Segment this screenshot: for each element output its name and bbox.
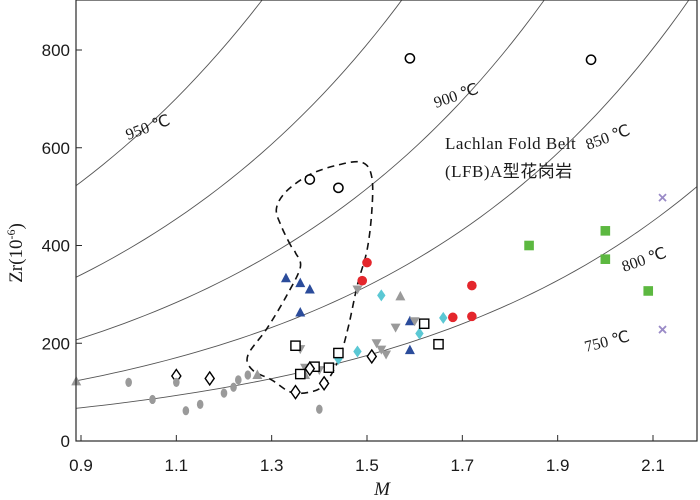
data-point-down-triangle-2 [381,350,392,360]
data-point-filled-ellipse-5 [220,388,228,398]
data-point-open-circle-3 [333,182,344,194]
axes-layer: 0.9 1.1 1.3 1.5 1.7 1.9 2.1 0 200 400 600 800 [42,0,698,475]
isotherm-curve-2 [76,0,545,341]
y-axis-title-sup: -6 [4,230,18,240]
data-point-filled-triangle-2 [252,369,263,380]
data-point-open-diamond-3 [304,360,316,377]
data-point-down-triangle-4 [390,323,401,333]
data-point-open-square-5 [418,318,430,330]
isotherm-curve-3 [76,0,690,382]
data-point-filled-ellipse-4 [196,399,204,409]
y-tick-label-1: 200 [42,334,70,353]
isotherm-curve-0 [76,0,263,187]
x-tick-label-3: 1.5 [355,456,379,475]
data-point-open-circle-2 [304,174,316,185]
y-tick-label-0: 0 [61,432,70,451]
data-point-open-diamond-4 [318,375,330,392]
data-point-filled-diamond-1 [415,327,424,340]
x-axis-title: M [373,479,391,500]
data-point-filled-triangle-2 [304,283,315,294]
data-point-filled-triangle-4 [404,315,415,326]
data-point-filled-ellipse-0 [125,377,132,387]
isotherm-curve-1 [76,0,403,278]
isotherm-label-750: 750 ℃ [583,328,632,356]
data-point-filled-square-3 [643,286,654,296]
data-point-filled-ellipse-1 [149,394,156,405]
data-point-filled-triangle-5 [404,344,415,355]
data-point-filled-diamond-3 [353,345,362,358]
data-point-filled-ellipse-7 [235,375,242,385]
data-point-filled-square-2 [600,254,611,264]
data-point-filled-ellipse-2 [173,377,180,387]
data-point-filled-triangle-3 [295,306,306,317]
y-tick-label-3: 600 [42,139,70,158]
x-tick-label-4: 1.7 [451,456,475,475]
data-point-filled-circle-4 [467,311,477,322]
annotation-lfb-line2: (LFB)A型花岗岩 [445,162,573,181]
data-point-filled-ellipse-6 [230,382,237,392]
isotherm-label-850: 850 ℃ [584,122,633,154]
data-point-filled-triangle-0 [280,272,291,283]
points-layer [71,52,667,416]
isotherm-label-800: 800 ℃ [620,245,669,276]
data-point-filled-circle-3 [448,312,458,323]
x-tick-label-0: 0.9 [69,456,93,475]
data-point-down-triangle-5 [409,317,420,327]
data-point-open-square-4 [333,347,344,359]
data-point-filled-diamond-2 [439,311,448,324]
data-point-filled-triangle-1 [395,290,406,301]
lfb-field-boundary [246,160,374,395]
data-point-down-triangle-1 [371,339,382,349]
annotation-lfb-line1: Lachlan Fold Belt [445,134,576,153]
data-point-open-square-3 [323,362,335,373]
isotherm-layer [76,0,697,409]
data-point-open-circle-1 [585,54,597,66]
y-tick-label-2: 400 [42,237,70,256]
plot-frame [75,0,698,442]
data-point-filled-circle-1 [357,275,368,286]
data-point-down-triangle-0 [352,285,363,295]
isotherm-label-950: 950 ℃ [124,112,173,144]
data-point-open-square-6 [433,338,444,350]
iso-label-layer: 950 ℃ 900 ℃ 850 ℃ 800 ℃ 750 ℃ [124,81,669,356]
y-tick-label-4: 800 [42,41,70,60]
data-point-down-triangle-3 [376,345,387,355]
data-point-filled-square-1 [600,226,611,236]
y-axis-title-close: ) [6,223,27,229]
data-point-open-circle-0 [404,52,416,64]
isotherm-curve-4 [76,185,697,409]
data-point-open-diamond-5 [366,348,378,365]
data-point-filled-ellipse-3 [182,406,190,416]
data-point-open-diamond-2 [290,384,301,400]
data-point-cross-0-b [658,193,667,202]
data-point-filled-diamond-0 [377,289,386,302]
y-axis-title-main: Zr(10 [6,240,27,283]
data-point-filled-circle-0 [362,257,372,268]
data-point-open-square-1 [294,368,306,380]
data-point-filled-ellipse-8 [244,370,252,380]
data-point-open-diamond-1 [204,370,216,387]
y-axis-title: Zr(10-6) [4,223,27,283]
data-point-filled-ellipse-9 [316,404,323,414]
data-point-open-square-0 [290,340,301,351]
data-point-filled-circle-2 [467,280,477,291]
data-point-cross-1 [658,325,667,334]
x-tick-label-2: 1.3 [260,456,284,475]
data-point-filled-square-0 [524,240,534,251]
data-point-cross-1-b [658,325,667,334]
field-layer [246,160,374,395]
data-point-cross-0 [658,193,667,202]
x-tick-label-6: 2.1 [641,456,665,475]
data-point-filled-triangle-1 [295,277,306,288]
x-tick-label-1: 1.1 [165,456,189,475]
x-tick-label-5: 1.9 [546,456,570,475]
